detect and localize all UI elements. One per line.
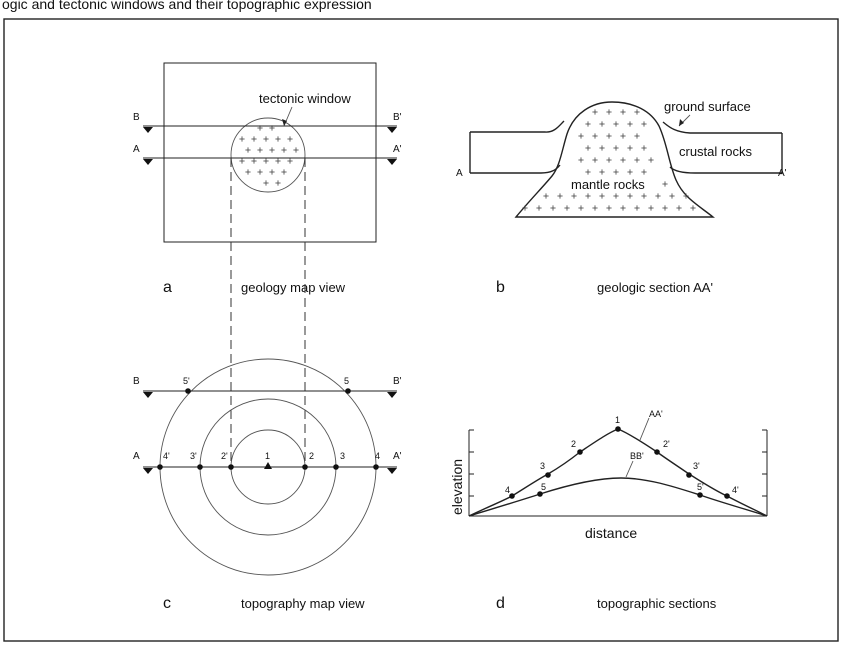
- series-label-bb: BB': [630, 451, 644, 461]
- profile-point: [615, 426, 621, 432]
- point-label: 4: [505, 485, 510, 495]
- point-label: 5': [183, 376, 190, 386]
- triangle-marker-icon: [387, 159, 397, 165]
- mantle-cross-pattern: [522, 109, 696, 211]
- panel-caption-c: topography map view: [241, 596, 365, 611]
- point-label: 2: [309, 451, 314, 461]
- point-label: 5': [697, 482, 704, 492]
- triangle-marker-icon: [143, 392, 153, 398]
- panel-a: B B' A A' tectonic window a geology map …: [133, 62, 402, 296]
- label-a: A: [456, 168, 463, 179]
- triangle-marker-icon: [387, 468, 397, 474]
- label-b: B: [133, 376, 140, 387]
- label-b: B: [133, 112, 140, 123]
- point-label: 3': [190, 451, 197, 461]
- tectonic-window: [230, 117, 306, 193]
- x-axis-label: distance: [585, 525, 637, 541]
- triangle-marker-icon: [143, 159, 153, 165]
- point-label: 4': [163, 451, 170, 461]
- panel-letter-c: c: [163, 595, 171, 612]
- point-label: 2': [663, 439, 670, 449]
- crustal-rocks-label: crustal rocks: [679, 144, 752, 159]
- crust-top-left: [470, 120, 565, 133]
- triangle-marker-icon: [143, 468, 153, 474]
- right-ticks: [762, 429, 767, 497]
- map-frame: [163, 62, 377, 243]
- point-label: 4': [732, 485, 739, 495]
- panel-caption-a: geology map view: [241, 280, 346, 295]
- point-4: [373, 464, 379, 470]
- label-a: A: [133, 144, 140, 155]
- panel-caption-d: topographic sections: [597, 596, 717, 611]
- point-4-prime: [157, 464, 163, 470]
- leader-arrow: [625, 460, 634, 478]
- point-label: 3: [540, 461, 545, 471]
- arrowhead-icon: [679, 119, 684, 126]
- figure-frame: [3, 18, 839, 642]
- profile-point: [654, 449, 660, 455]
- label-a-prime: A': [778, 168, 787, 179]
- triangle-marker-icon: [143, 127, 153, 133]
- arrowhead-icon: [282, 119, 287, 126]
- profile-point: [509, 493, 515, 499]
- panel-b: ground surface crustal rocks mantle rock…: [456, 99, 787, 296]
- label-b-prime: B': [393, 112, 402, 123]
- tectonic-window-label: tectonic window: [259, 91, 351, 106]
- series-label-aa: AA': [649, 409, 663, 419]
- point-2: [302, 464, 308, 470]
- point-label: 1: [265, 451, 270, 461]
- left-ticks: [469, 429, 474, 497]
- triangle-marker-icon: [387, 127, 397, 133]
- profile-point: [545, 472, 551, 478]
- profile-point: [577, 449, 583, 455]
- profile-point: [686, 472, 692, 478]
- label-a-prime: A': [393, 144, 402, 155]
- point-3: [333, 464, 339, 470]
- mantle-dome-outline: [514, 101, 715, 218]
- point-label: 3: [340, 451, 345, 461]
- profile-point: [697, 492, 703, 498]
- panel-letter-a: a: [163, 279, 172, 296]
- mantle-rocks-label: mantle rocks: [571, 177, 645, 192]
- window-outline: [230, 117, 306, 193]
- point-2-prime: [228, 464, 234, 470]
- point-label: 1: [615, 415, 620, 425]
- label-a-prime: A': [393, 451, 402, 462]
- triangle-marker-icon: [387, 392, 397, 398]
- panel-caption-b: geologic section AA': [597, 280, 713, 295]
- y-axis-label: elevation: [449, 459, 465, 515]
- label-b-prime: B': [393, 376, 402, 387]
- point-label: 5: [541, 482, 546, 492]
- profile-point: [724, 493, 730, 499]
- panel-letter-b: b: [496, 279, 505, 296]
- panel-c: B B' A A' 5' 5 4' 3' 2' 1 2 3 4 c topogr…: [133, 358, 402, 612]
- point-label: 5: [344, 376, 349, 386]
- crust-bottom-left: [470, 164, 561, 174]
- point-label: 3': [693, 461, 700, 471]
- crust-top-right: [662, 121, 782, 134]
- profile-bb: [468, 477, 768, 517]
- profile-point: [537, 491, 543, 497]
- section-body: [470, 101, 782, 217]
- panel-letter-d: d: [496, 595, 505, 612]
- ground-surface-label: ground surface: [664, 99, 751, 114]
- panel-d: 4 3 2 1 2' 3' 4' 5 5' AA' BB' distance e…: [449, 409, 768, 612]
- point-5: [345, 388, 351, 394]
- summit-triangle-icon: [264, 462, 272, 469]
- leader-arrow: [639, 417, 650, 441]
- figure-heading: ogic and tectonic windows and their topo…: [2, 0, 372, 12]
- window-cross-pattern: [239, 125, 299, 186]
- point-3-prime: [197, 464, 203, 470]
- point-5-prime: [185, 388, 191, 394]
- point-label: 2': [221, 451, 228, 461]
- point-label: 2: [571, 439, 576, 449]
- crust-bottom-right: [669, 166, 782, 174]
- label-a: A: [133, 451, 140, 462]
- point-label: 4: [375, 451, 380, 461]
